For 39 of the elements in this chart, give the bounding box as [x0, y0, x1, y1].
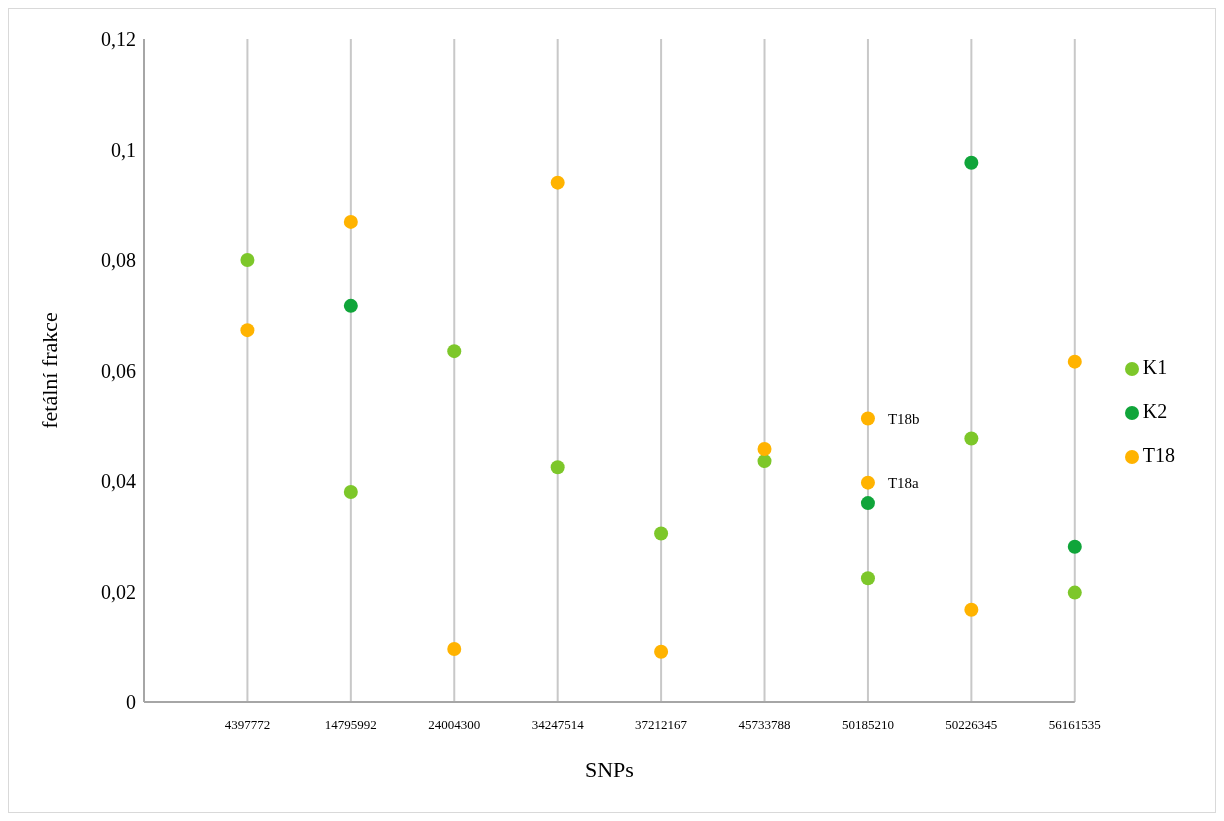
point [757, 454, 772, 469]
x-tick-label: 34247514 [531, 717, 585, 733]
annotation: T18b [887, 410, 920, 427]
y-axis-title: fetální frakce [36, 312, 62, 429]
x-axis-title: SNPs [584, 757, 634, 782]
y-tick-label: 0,08 [101, 249, 136, 272]
y-tick-label: 0,04 [101, 470, 136, 493]
point [447, 344, 462, 359]
y-tick-label: 0,1 [111, 138, 136, 161]
x-tick-label: 4397772 [224, 717, 271, 733]
point [343, 214, 358, 229]
y-tick-label: 0,06 [101, 359, 136, 382]
x-tick-label: 24004300 [428, 717, 481, 733]
point [240, 253, 255, 267]
y-tick-label: 0,02 [101, 580, 136, 603]
point [550, 460, 565, 475]
y-tick-label: 0 [126, 691, 136, 714]
legend-label: K1 [1142, 355, 1168, 378]
point [550, 175, 565, 190]
point [447, 641, 462, 656]
y-tick-label: 0,12 [101, 28, 136, 51]
point [654, 644, 669, 659]
legend-label: T18 [1142, 443, 1175, 466]
x-tick-label: 50185210 [841, 717, 894, 733]
point [964, 431, 979, 446]
point [654, 526, 669, 541]
x-tick-label: 37212167 [635, 717, 688, 733]
legend-label: K2 [1142, 399, 1168, 422]
point [860, 571, 875, 586]
x-tick-label: 14795992 [324, 717, 377, 733]
point [757, 441, 772, 456]
x-tick-label: 45733788 [738, 717, 791, 733]
point [343, 485, 358, 500]
annotation: T18a [887, 474, 920, 491]
x-tick-label: 56161535 [1048, 717, 1101, 733]
point [240, 323, 255, 338]
point [860, 411, 875, 426]
point [1067, 585, 1082, 600]
x-tick-label: 50226345 [945, 717, 998, 733]
